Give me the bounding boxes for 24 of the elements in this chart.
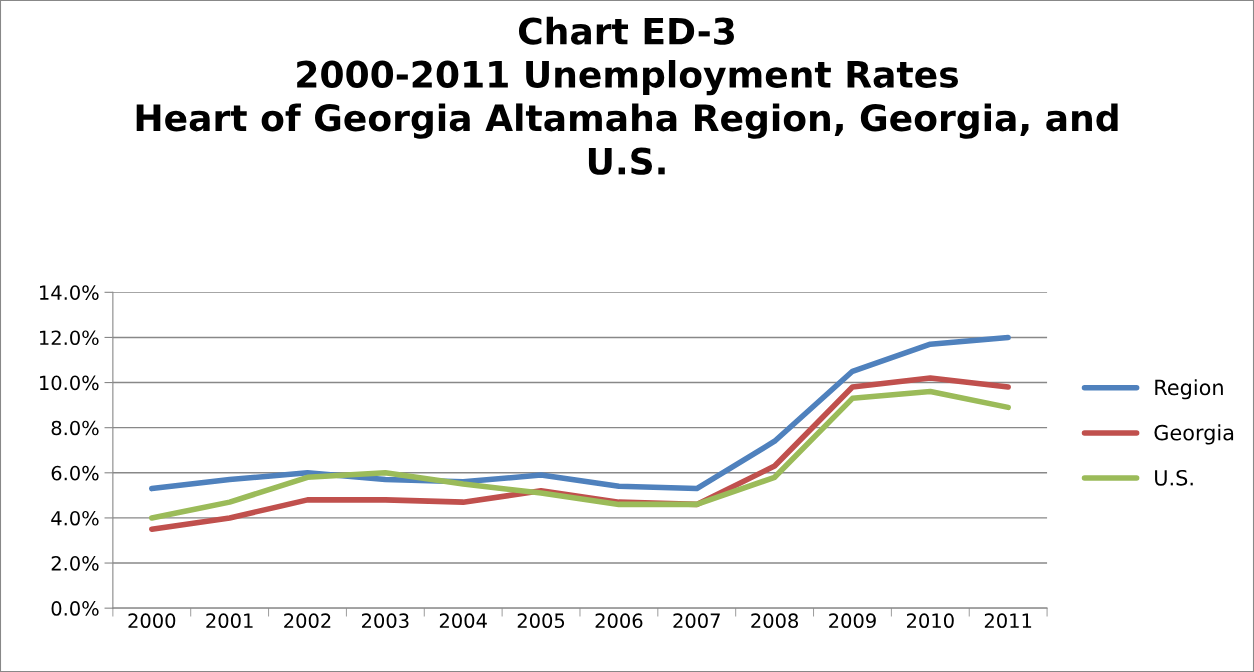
legend-label: U.S. [1155, 469, 1193, 486]
x-tick-label: 2003 [362, 613, 409, 629]
legend-label: Region [1155, 379, 1223, 400]
legend-label: Georgia [1154, 424, 1234, 445]
y-tick-label: 6.0% [51, 465, 99, 481]
x-tick-label: 2006 [595, 613, 643, 629]
x-tick-label: 2005 [517, 613, 565, 629]
x-tick-label: 2000 [128, 613, 176, 629]
x-tick-label: 2002 [284, 613, 331, 629]
x-tick-label: 2010 [906, 613, 954, 629]
x-tick-label: 2007 [673, 613, 720, 629]
y-tick-label: 2.0% [51, 556, 99, 571]
y-tick-label: 0.0% [51, 601, 99, 616]
y-tick-label: 4.0% [51, 510, 99, 526]
x-tick-label: 2001 [206, 613, 253, 629]
x-tick-label: 2011 [984, 613, 1032, 629]
x-tick-label: 2004 [439, 613, 487, 629]
chart-title: Chart ED-3 2000-2011 Unemployment Rates Heart of Georgia Altamaha Region, Georgia, and U.S. [136, 16, 1118, 175]
y-tick-label: 14.0% [40, 285, 99, 300]
y-tick-label: 10.0% [40, 375, 99, 391]
x-tick-label: 2008 [751, 613, 799, 629]
y-tick-label: 12.0% [40, 330, 99, 346]
x-tick-label: 2009 [829, 613, 876, 629]
y-tick-label: 8.0% [51, 420, 99, 436]
